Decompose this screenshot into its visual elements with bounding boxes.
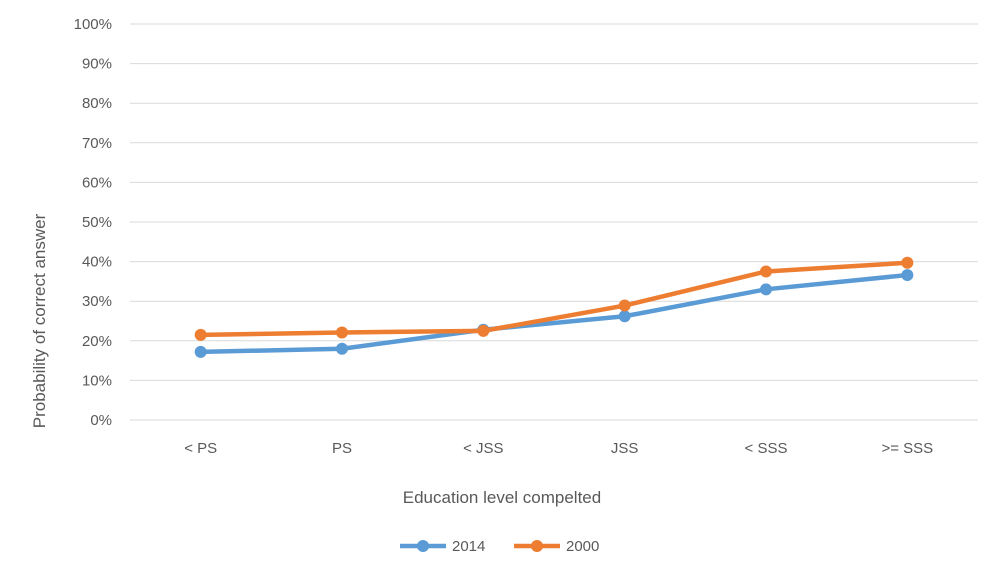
series-2014 [194,269,914,358]
y-tick-label: 30% [82,293,112,310]
legend-item-2014: 2014 [400,538,485,555]
legend-item-2000: 2000 [514,538,599,555]
data-point [760,265,772,278]
y-tick-label: 90% [82,56,112,73]
x-tick-label: >= SSS [881,440,933,457]
legend: 2014 2000 [400,538,599,555]
y-tick-label: 80% [82,95,112,112]
legend-label: 2014 [452,538,485,555]
x-tick-label: JSS [611,440,639,457]
series-2000 [194,256,914,341]
data-point [760,283,772,296]
y-tick-label: 50% [82,214,112,231]
y-tick-label: 60% [82,174,112,191]
data-point [901,256,914,269]
y-tick-label: 40% [82,254,112,271]
legend-marker [531,540,543,552]
y-tick-label: 0% [90,412,112,429]
x-tick-label: < PS [184,440,217,457]
data-point [618,299,631,312]
y-axis-title: Probability of correct answer [30,213,49,428]
x-tick-label: < JSS [463,440,503,457]
data-point [618,310,631,323]
x-axis-title: Education level compelted [403,488,601,507]
x-tick-label: PS [332,440,352,457]
gridlines [130,23,978,421]
y-tick-label: 20% [82,333,112,350]
y-axis-ticks: 0% 10% 20% 30% 40% 50% 60% 70% 80% 90% 100% [74,16,112,429]
y-tick-label: 100% [74,16,112,33]
y-tick-label: 10% [82,372,112,389]
x-axis-ticks: < PS PS < JSS JSS < SSS >= SSS [184,440,933,457]
data-point [336,326,348,339]
legend-marker [417,540,429,552]
y-tick-label: 70% [82,135,112,152]
data-point [336,342,348,355]
series-line [198,260,910,338]
x-tick-label: < SSS [745,440,788,457]
legend-label: 2000 [566,538,599,555]
data-point [477,324,490,337]
series-layer [194,256,914,358]
data-point [901,269,914,282]
data-point [194,345,207,358]
series-line [198,272,910,355]
data-point [194,328,207,341]
